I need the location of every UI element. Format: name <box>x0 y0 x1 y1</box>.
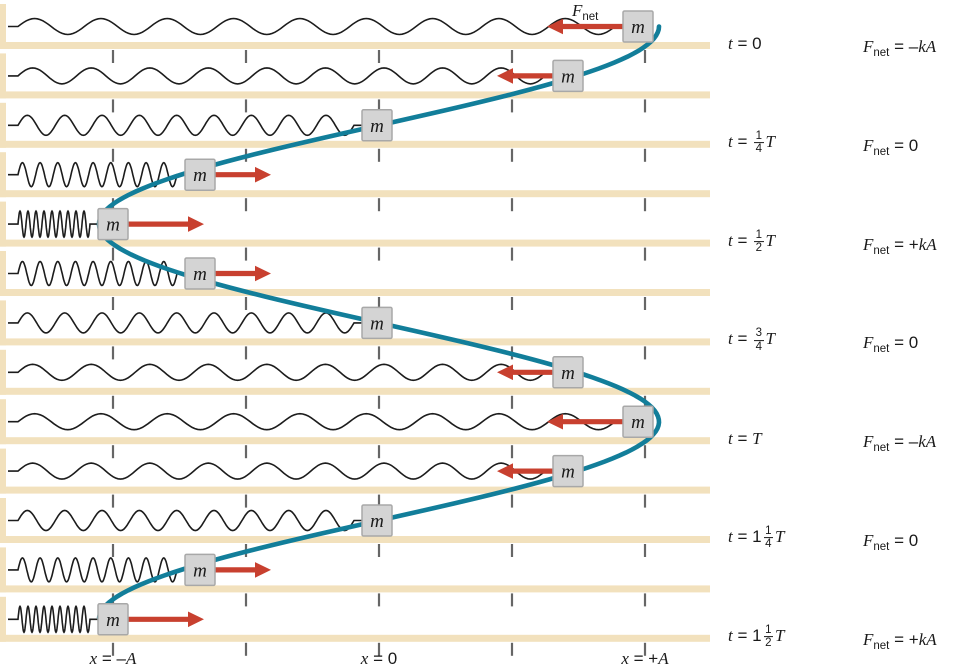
mass-label: m <box>370 511 384 532</box>
left-wall <box>0 596 6 642</box>
floor-surface <box>0 239 710 247</box>
floor-surface <box>0 585 710 593</box>
mass-label: m <box>106 215 120 236</box>
floor-surface <box>0 387 710 395</box>
mass-block <box>361 109 393 142</box>
force-arrow-right <box>215 562 271 578</box>
mass-block <box>552 356 584 389</box>
mass-block <box>552 59 584 93</box>
spring <box>8 114 362 137</box>
spring <box>8 556 185 583</box>
mass-block <box>97 207 129 241</box>
mass-label: m <box>193 264 207 285</box>
left-wall <box>0 4 6 49</box>
left-wall <box>0 448 6 494</box>
spring <box>8 260 185 287</box>
floor-surface <box>0 289 710 296</box>
left-wall <box>0 102 6 148</box>
floor-surface <box>0 91 710 99</box>
mass-label: m <box>561 66 575 87</box>
mass-label: m <box>193 165 207 186</box>
mass-label: m <box>106 610 120 631</box>
spring <box>8 67 553 85</box>
left-wall <box>0 498 6 543</box>
floor-surface <box>0 42 710 49</box>
force-arrow-right <box>215 265 271 282</box>
mass-label: m <box>370 116 384 137</box>
force-arrow-left <box>547 413 623 430</box>
spring <box>8 363 553 382</box>
force-arrow-left <box>497 463 553 479</box>
force-arrow-right <box>128 216 204 232</box>
mass-block <box>184 257 216 290</box>
floor-surface <box>0 536 710 543</box>
mass-block <box>361 504 393 537</box>
mass-label: m <box>370 313 384 334</box>
mass-block <box>552 454 584 488</box>
mass-block <box>97 603 129 636</box>
mass-block <box>184 553 216 587</box>
spring <box>8 209 98 239</box>
force-arrow-right <box>128 611 204 628</box>
floor-surface <box>0 338 710 346</box>
spring <box>8 509 362 532</box>
left-wall <box>0 399 6 445</box>
mass-label: m <box>193 560 207 581</box>
floor-surface <box>0 190 710 198</box>
left-wall <box>0 349 6 395</box>
mass-block <box>361 306 393 340</box>
mass-label: m <box>561 462 575 483</box>
force-arrow-left <box>497 68 553 84</box>
spring <box>8 412 623 431</box>
left-wall <box>0 547 6 593</box>
force-arrow-left <box>497 364 553 381</box>
spring <box>8 312 362 334</box>
force-arrow-right <box>215 166 271 183</box>
left-wall <box>0 201 6 247</box>
mass-block <box>622 405 654 438</box>
left-wall <box>0 300 6 346</box>
spring <box>8 604 98 634</box>
spring <box>8 17 623 36</box>
floor-surface <box>0 140 710 148</box>
floor-surface <box>0 486 710 494</box>
spring <box>8 462 553 480</box>
force-arrow-left <box>547 18 623 35</box>
spring <box>8 161 185 188</box>
left-wall <box>0 152 6 198</box>
floor-surface <box>0 634 710 642</box>
left-wall <box>0 53 6 99</box>
mass-block <box>184 158 216 191</box>
left-wall <box>0 251 6 296</box>
mass-label: m <box>631 17 645 38</box>
mass-block <box>622 10 654 43</box>
floor-surface <box>0 437 710 445</box>
mass-label: m <box>631 412 645 433</box>
mass-label: m <box>561 363 575 384</box>
